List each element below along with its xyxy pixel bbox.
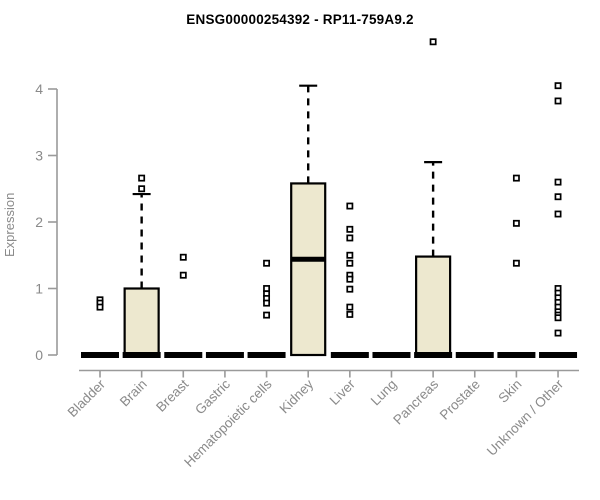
outlier-point	[429, 38, 437, 46]
x-tick-label: Brain	[117, 377, 150, 410]
outlier-point	[554, 329, 562, 337]
median-bar	[122, 352, 161, 358]
box-iqr	[290, 182, 327, 357]
x-tick-label: Prostate	[437, 377, 483, 423]
median-bar	[205, 352, 244, 358]
outlier-point	[263, 311, 271, 319]
x-tick-label: Liver	[327, 376, 359, 408]
box-iqr	[123, 287, 160, 357]
median-bar	[414, 352, 453, 358]
outlier-point	[554, 97, 562, 105]
median-bar	[247, 352, 286, 358]
box-iqr	[415, 255, 452, 357]
outlier-point	[346, 310, 354, 318]
median-bar	[164, 352, 203, 358]
outlier-point	[346, 259, 354, 267]
x-tick-label: Gastric	[192, 376, 233, 417]
median-bar	[497, 352, 536, 358]
outlier-point	[346, 303, 354, 311]
x-tick-label: Lung	[368, 377, 400, 409]
x-tick-label: Pancreas	[390, 376, 441, 427]
outlier-point	[512, 259, 520, 267]
outlier-point	[554, 314, 562, 322]
outlier-point	[512, 219, 520, 227]
outlier-point	[346, 225, 354, 233]
x-tick-label: Kidney	[277, 376, 317, 416]
y-tick-label: 1	[35, 281, 43, 297]
outlier-point	[263, 259, 271, 267]
chart-title: ENSG00000254392 - RP11-759A9.2	[186, 12, 414, 27]
y-tick-label: 2	[35, 214, 43, 230]
outlier-point	[138, 174, 146, 182]
median-bar	[372, 352, 411, 358]
outlier-point	[96, 303, 104, 311]
outlier-point	[512, 174, 520, 182]
outlier-point	[346, 251, 354, 259]
outlier-point	[554, 210, 562, 218]
outlier-point	[554, 178, 562, 186]
y-tick-label: 4	[35, 81, 43, 97]
outlier-point	[179, 253, 187, 261]
median-bar	[455, 352, 494, 358]
outlier-point	[138, 185, 146, 193]
median-bar	[81, 352, 119, 358]
x-tick-label: Bladder	[65, 376, 109, 420]
outlier-point	[346, 202, 354, 210]
outlier-point	[346, 275, 354, 283]
x-tick-label: Breast	[153, 376, 191, 414]
outlier-point	[179, 271, 187, 279]
outlier-point	[263, 285, 271, 292]
y-tick-label: 3	[35, 148, 43, 164]
outlier-point	[263, 299, 271, 307]
x-tick-label: Skin	[495, 377, 524, 406]
outlier-point	[554, 82, 562, 90]
median-bar	[330, 352, 369, 358]
outlier-point	[346, 234, 354, 242]
median-bar	[539, 352, 578, 358]
outlier-point	[554, 193, 562, 201]
outlier-point	[346, 285, 354, 293]
x-tick-label: Unknown / Other	[484, 376, 567, 459]
y-tick-label: 0	[35, 347, 43, 363]
